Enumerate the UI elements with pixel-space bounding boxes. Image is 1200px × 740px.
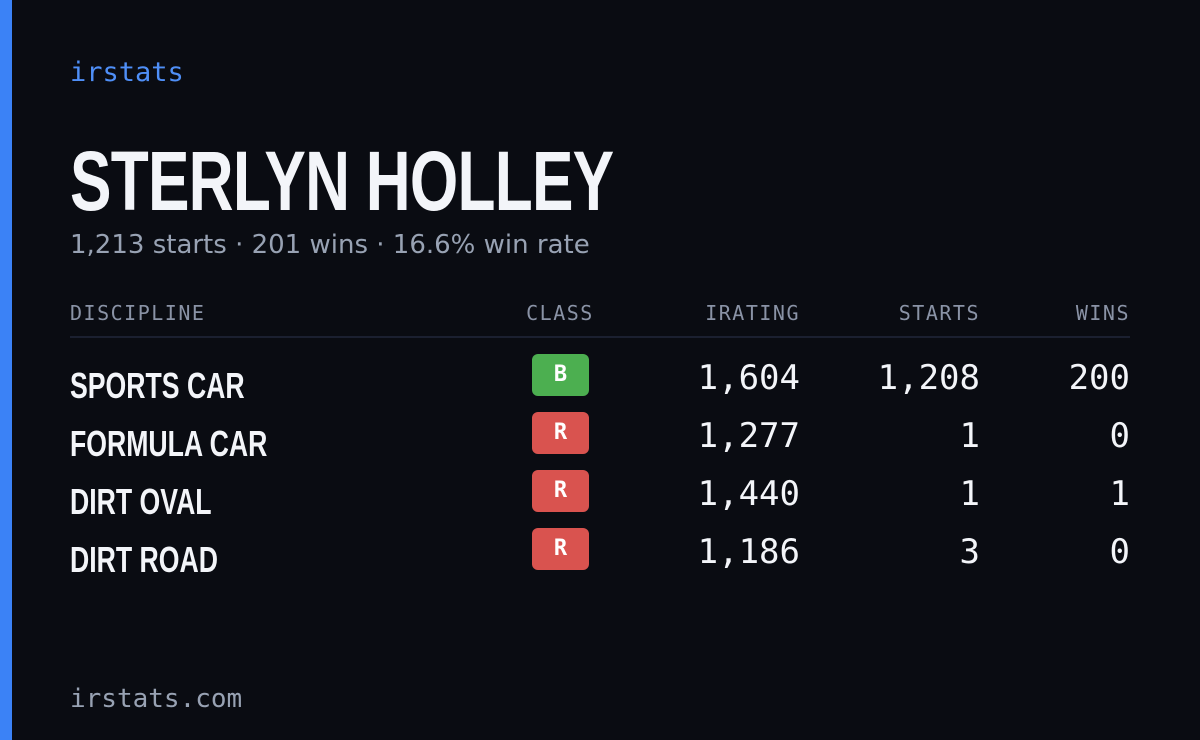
class-badge: B	[532, 354, 589, 396]
class-badge: R	[532, 470, 589, 512]
column-header: IRATING	[705, 301, 800, 325]
starts: 1,208	[877, 358, 980, 398]
class-badge: R	[532, 528, 589, 570]
brand: irstats	[70, 57, 184, 88]
discipline: DIRT ROAD	[70, 539, 218, 580]
header-rule	[70, 336, 1130, 338]
column-header: WINS	[1075, 301, 1130, 325]
column-header: DISCIPLINE	[70, 301, 206, 325]
column-header: STARTS	[898, 301, 980, 325]
driver-name: STERLYN HOLLEY	[70, 134, 614, 228]
irating: 1,440	[697, 474, 800, 514]
footer: irstats.com	[70, 684, 243, 714]
wins: 0	[1109, 416, 1130, 456]
starts: 3	[959, 532, 980, 572]
irating: 1,186	[697, 532, 800, 572]
discipline: DIRT OVAL	[70, 481, 212, 522]
wins: 1	[1109, 474, 1130, 514]
class-badge: R	[532, 412, 589, 454]
summary: 1,213 starts · 201 wins · 16.6% win rate	[70, 230, 590, 260]
wins: 200	[1068, 358, 1130, 398]
irating: 1,604	[697, 358, 800, 398]
irating: 1,277	[697, 416, 800, 456]
starts: 1	[959, 474, 980, 514]
accent-bar	[0, 0, 12, 740]
discipline: FORMULA CAR	[70, 423, 268, 464]
column-header: CLASS	[526, 301, 594, 325]
wins: 0	[1109, 532, 1130, 572]
starts: 1	[959, 416, 980, 456]
discipline: SPORTS CAR	[70, 365, 245, 406]
